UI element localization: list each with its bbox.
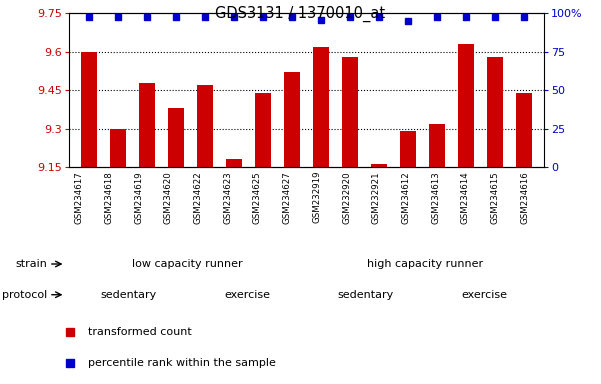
Text: low capacity runner: low capacity runner xyxy=(132,259,243,269)
Text: transformed count: transformed count xyxy=(88,327,192,337)
Bar xyxy=(168,108,184,167)
Bar xyxy=(226,159,242,167)
Text: GSM234613: GSM234613 xyxy=(431,171,440,224)
Bar xyxy=(487,57,502,167)
Text: GSM234619: GSM234619 xyxy=(134,171,143,223)
Bar xyxy=(371,164,387,167)
Text: GSM232921: GSM232921 xyxy=(371,171,380,223)
Text: sedentary: sedentary xyxy=(338,290,394,300)
Bar xyxy=(342,57,358,167)
Text: high capacity runner: high capacity runner xyxy=(367,259,483,269)
Text: GDS3131 / 1370010_at: GDS3131 / 1370010_at xyxy=(215,6,386,22)
Text: GSM234614: GSM234614 xyxy=(461,171,470,224)
Bar xyxy=(400,131,416,167)
Text: GSM234618: GSM234618 xyxy=(105,171,114,224)
Bar xyxy=(255,93,271,167)
Bar xyxy=(429,124,445,167)
Text: GSM232920: GSM232920 xyxy=(342,171,351,223)
Text: GSM234617: GSM234617 xyxy=(75,171,84,224)
Bar xyxy=(111,129,126,167)
Text: percentile rank within the sample: percentile rank within the sample xyxy=(88,358,276,368)
Text: GSM234620: GSM234620 xyxy=(164,171,173,224)
Bar xyxy=(284,72,300,167)
Text: GSM234615: GSM234615 xyxy=(490,171,499,224)
Text: sedentary: sedentary xyxy=(100,290,157,300)
Text: GSM234616: GSM234616 xyxy=(520,171,529,224)
Bar xyxy=(139,83,155,167)
Text: GSM234625: GSM234625 xyxy=(253,171,262,224)
Text: exercise: exercise xyxy=(462,290,508,300)
Text: GSM234612: GSM234612 xyxy=(401,171,410,224)
Bar xyxy=(313,47,329,167)
Bar xyxy=(516,93,532,167)
Text: GSM232919: GSM232919 xyxy=(313,171,322,223)
Text: strain: strain xyxy=(16,259,47,269)
Text: protocol: protocol xyxy=(2,290,47,300)
Bar xyxy=(81,52,97,167)
Text: GSM234622: GSM234622 xyxy=(194,171,203,224)
Text: GSM234627: GSM234627 xyxy=(282,171,291,224)
Text: exercise: exercise xyxy=(224,290,270,300)
Text: GSM234623: GSM234623 xyxy=(224,171,233,224)
Bar xyxy=(458,44,474,167)
Bar xyxy=(197,85,213,167)
